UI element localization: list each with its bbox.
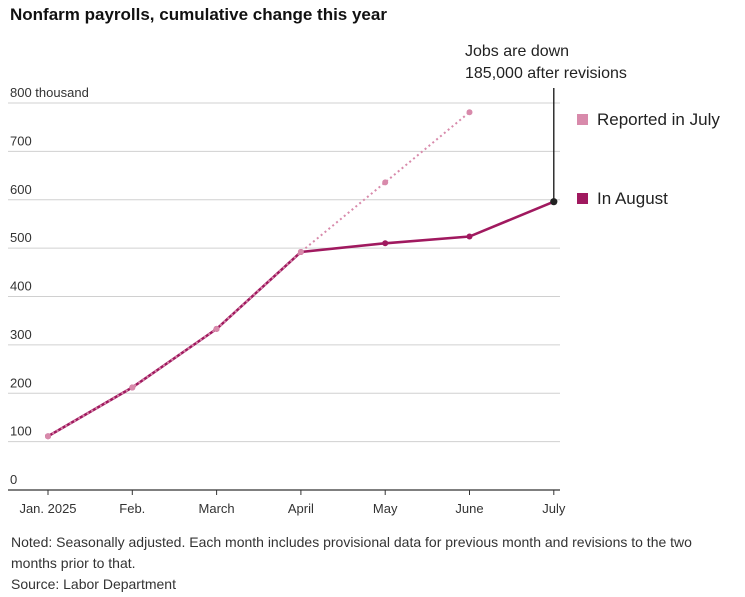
- legend-swatch: [577, 193, 588, 204]
- y-tick-label: 200: [10, 375, 32, 390]
- gridlines: [8, 102, 560, 443]
- y-tick-label: 600: [10, 182, 32, 197]
- y-tick-label: 700: [10, 133, 32, 148]
- x-tick-label: April: [288, 501, 314, 516]
- line-chart: 0 100 200 300 400 500 600 700 800 thousand Jan. …: [8, 43, 720, 516]
- data-point: [466, 109, 473, 116]
- series-line-in-august: [47, 200, 555, 438]
- source-note: Source: Labor Department: [11, 576, 176, 592]
- legend-label: Reported in July: [597, 110, 720, 129]
- legend-swatch: [577, 114, 588, 125]
- x-axis: Jan. 2025 Feb. March April May June July: [8, 489, 566, 516]
- footnote: Noted: Seasonally adjusted. Each month i…: [11, 534, 692, 571]
- annotation-text: 185,000 after revisions: [465, 65, 627, 82]
- x-tick-label: Jan. 2025: [19, 501, 76, 516]
- annotation-text: Jobs are down: [465, 43, 569, 60]
- data-point: [297, 248, 304, 255]
- x-tick-label: Feb.: [119, 501, 145, 516]
- data-point: [129, 384, 136, 391]
- x-tick-label: June: [455, 501, 483, 516]
- series-layer: [45, 109, 557, 440]
- y-tick-label: 800 thousand: [10, 85, 89, 100]
- chart-title: Nonfarm payrolls, cumulative change this…: [10, 5, 387, 24]
- x-tick-label: July: [542, 501, 566, 516]
- annotation-point: [550, 198, 558, 206]
- data-point: [213, 325, 220, 332]
- y-tick-label: 300: [10, 327, 32, 342]
- y-tick-label: 400: [10, 279, 32, 294]
- y-tick-label: 100: [10, 424, 32, 439]
- data-point: [45, 433, 51, 440]
- data-point: [466, 233, 473, 240]
- data-point: [382, 240, 389, 247]
- y-tick-label: 0: [10, 472, 17, 487]
- data-point: [382, 179, 389, 186]
- legend-label: In August: [597, 189, 668, 208]
- annotation: Jobs are down 185,000 after revisions: [465, 43, 627, 206]
- y-tick-label: 500: [10, 230, 32, 245]
- series-line-reported-in-july: [47, 111, 471, 438]
- legend: Reported in July In August: [577, 110, 720, 208]
- x-tick-label: May: [373, 501, 398, 516]
- y-axis-ticks: 0 100 200 300 400 500 600 700 800 thousand: [10, 85, 89, 487]
- x-tick-label: March: [199, 501, 235, 516]
